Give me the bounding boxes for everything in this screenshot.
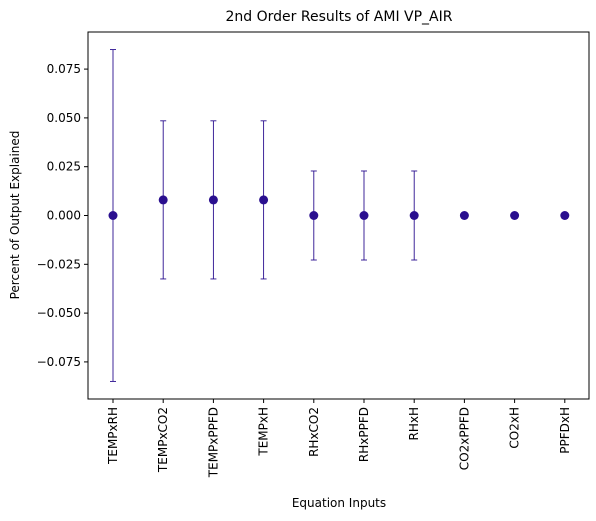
y-tick-label: −0.025 <box>37 257 81 271</box>
chart-title: 2nd Order Results of AMI VP_AIR <box>226 9 453 25</box>
data-point <box>158 195 168 205</box>
data-point <box>208 195 218 205</box>
y-tick-label: 0.075 <box>47 62 81 76</box>
x-tick-label: TEMPxPPFD <box>206 407 220 478</box>
y-tick-label: 0.000 <box>47 209 81 223</box>
x-tick-label: CO2xPPFD <box>457 407 471 470</box>
data-point <box>259 195 269 205</box>
y-tick-label: −0.050 <box>37 306 81 320</box>
data-point <box>459 211 469 220</box>
data-point <box>359 211 369 220</box>
data-point <box>108 211 118 220</box>
x-tick-label: CO2xH <box>508 407 522 449</box>
plot-area: −0.075 −0.050 −0.025 0.000 0.025 0.050 0.075 TE… <box>37 31 590 478</box>
x-tick-label: TEMPxRH <box>106 407 120 465</box>
y-tick-label: −0.075 <box>37 355 81 369</box>
data-point <box>309 211 319 220</box>
x-tick-label: RHxCO2 <box>307 407 321 457</box>
x-tick-label: PPFDxH <box>558 407 572 454</box>
data-point <box>409 211 419 220</box>
x-tick-label: RHxH <box>407 407 421 441</box>
x-axis-label: Equation Inputs <box>292 496 386 510</box>
y-tick-label: 0.025 <box>47 160 81 174</box>
x-tick-label: TEMPxCO2 <box>156 407 170 473</box>
x-tick-label: TEMPxH <box>257 407 271 457</box>
data-point <box>560 211 570 220</box>
data-point <box>510 211 520 220</box>
y-axis-label: Percent of Output Explained <box>8 131 22 300</box>
y-tick-label: 0.050 <box>47 111 81 125</box>
x-tick-label: RHxPPFD <box>357 407 371 462</box>
